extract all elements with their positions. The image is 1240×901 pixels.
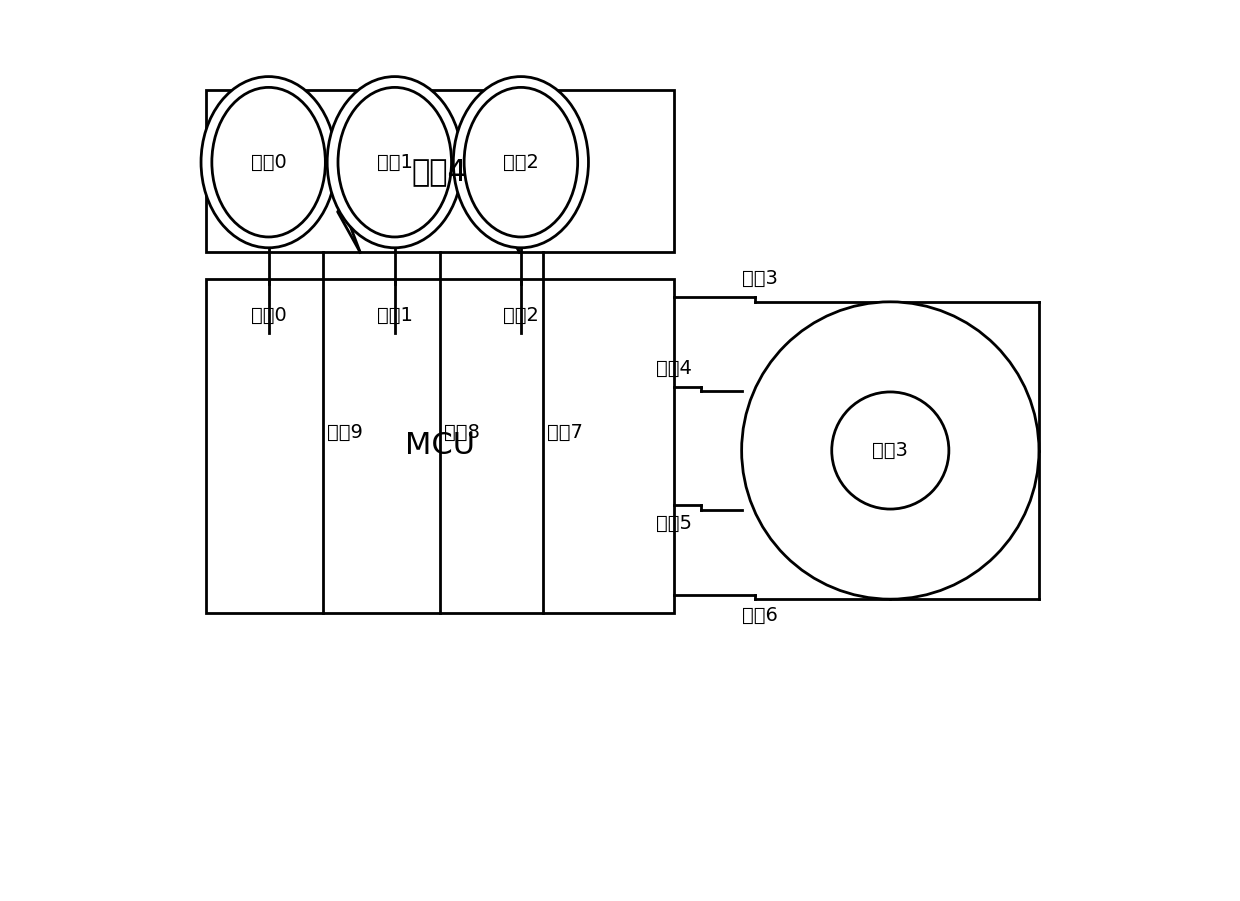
Text: 通道6: 通道6 — [742, 605, 777, 624]
Text: 通道7: 通道7 — [547, 423, 583, 442]
Circle shape — [832, 392, 949, 509]
Bar — [206, 279, 675, 613]
Text: 按键3: 按键3 — [873, 441, 908, 460]
Text: 通道4: 通道4 — [656, 359, 692, 378]
Ellipse shape — [454, 77, 589, 248]
Text: 通道5: 通道5 — [656, 514, 692, 532]
Text: 按键1: 按键1 — [377, 152, 413, 172]
Ellipse shape — [201, 77, 336, 248]
Text: 通道8: 通道8 — [444, 423, 480, 442]
Text: 通道0: 通道0 — [250, 306, 286, 325]
Text: 通道3: 通道3 — [742, 269, 777, 288]
Text: 通道1: 通道1 — [377, 306, 413, 325]
Ellipse shape — [327, 77, 463, 248]
Text: 按键2: 按键2 — [503, 152, 539, 172]
Circle shape — [742, 302, 1039, 599]
Text: 按键0: 按键0 — [250, 152, 286, 172]
Text: 通道9: 通道9 — [327, 423, 363, 442]
Text: 按键4: 按键4 — [412, 157, 467, 186]
Text: MCU: MCU — [404, 432, 475, 460]
Bar — [206, 90, 675, 252]
Text: 通道2: 通道2 — [503, 306, 539, 325]
